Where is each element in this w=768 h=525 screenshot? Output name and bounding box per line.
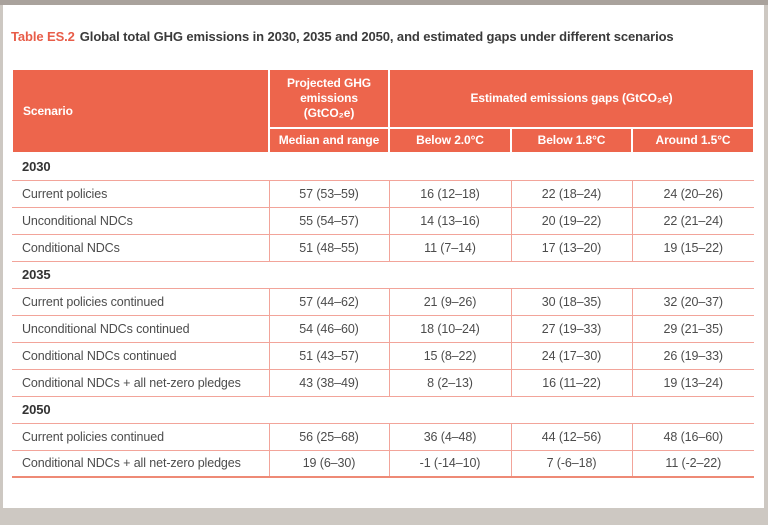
section-year-label: 2035	[12, 261, 755, 289]
scenario-cell: Conditional NDCs continued	[12, 342, 269, 370]
table-row: Unconditional NDCs 55 (54–57) 14 (13–16) 20…	[12, 207, 755, 235]
value-cell: 8 (2–13)	[388, 369, 511, 397]
value-cell: 26 (19–33)	[631, 342, 755, 370]
col-header-projected-emissions: Projected GHG emissions (GtCO₂e)	[268, 68, 390, 129]
value-cell: 18 (10–24)	[388, 315, 511, 343]
value-cell: 24 (20–26)	[631, 180, 755, 208]
table-row: Unconditional NDCs continued 54 (46–60) 18…	[12, 315, 755, 343]
scenario-cell: Conditional NDCs	[12, 234, 269, 262]
value-cell: 55 (54–57)	[268, 207, 389, 235]
value-cell: 24 (17–30)	[510, 342, 632, 370]
value-cell: 48 (16–60)	[631, 423, 755, 451]
scenario-cell: Conditional NDCs + all net-zero pledges	[12, 450, 269, 478]
value-cell: 16 (12–18)	[388, 180, 511, 208]
value-cell: 57 (44–62)	[268, 288, 389, 316]
value-cell: 43 (38–49)	[268, 369, 389, 397]
table-row: Conditional NDCs + all net-zero pledges 1…	[12, 450, 755, 478]
value-cell: 11 (7–14)	[388, 234, 511, 262]
table-row: Conditional NDCs continued 51 (43–57) 15 (…	[12, 342, 755, 370]
col-header-below-2-0: Below 2.0°C	[388, 127, 512, 154]
section-row-2035: 2035	[12, 261, 755, 289]
section-year-label: 2030	[12, 153, 755, 181]
value-cell: -1 (-14–10)	[388, 450, 511, 478]
value-cell: 17 (13–20)	[510, 234, 632, 262]
value-cell: 51 (48–55)	[268, 234, 389, 262]
value-cell: 15 (8–22)	[388, 342, 511, 370]
table-row: Conditional NDCs 51 (48–55) 11 (7–14) 17 (1…	[12, 234, 755, 262]
value-cell: 19 (6–30)	[268, 450, 389, 478]
col-header-median-and-range: Median and range	[268, 127, 390, 154]
value-cell: 20 (19–22)	[510, 207, 632, 235]
scenario-cell: Current policies continued	[12, 288, 269, 316]
table-row: Conditional NDCs + all net-zero pledges 4…	[12, 369, 755, 397]
scenario-cell: Unconditional NDCs continued	[12, 315, 269, 343]
value-cell: 36 (4–48)	[388, 423, 511, 451]
col-header-around-1-5: Around 1.5°C	[630, 127, 756, 154]
report-page: Table ES.2 Global total GHG emissions in …	[3, 5, 764, 508]
value-cell: 27 (19–33)	[510, 315, 632, 343]
table-caption-text: Global total GHG emissions in 2030, 2035…	[79, 29, 674, 44]
value-cell: 19 (13–24)	[631, 369, 755, 397]
value-cell: 32 (20–37)	[631, 288, 755, 316]
section-year-label: 2050	[12, 396, 755, 424]
table-caption: Table ES.2 Global total GHG emissions in …	[11, 29, 756, 44]
value-cell: 14 (13–16)	[388, 207, 511, 235]
table-row: Current policies continued 57 (44–62) 21 (…	[12, 288, 755, 316]
value-cell: 22 (18–24)	[510, 180, 632, 208]
value-cell: 16 (11–22)	[510, 369, 632, 397]
table-row: Current policies continued 56 (25–68) 36 (…	[12, 423, 755, 451]
value-cell: 19 (15–22)	[631, 234, 755, 262]
value-cell: 51 (43–57)	[268, 342, 389, 370]
window-top-edge	[0, 0, 768, 5]
value-cell: 29 (21–35)	[631, 315, 755, 343]
emissions-gap-table: Scenario Projected GHG emissions (GtCO₂e…	[11, 68, 756, 478]
col-header-below-1-8: Below 1.8°C	[510, 127, 633, 154]
value-cell: 56 (25–68)	[268, 423, 389, 451]
section-row-2050: 2050	[12, 396, 755, 424]
table-row: Current policies 57 (53–59) 16 (12–18) 22 (…	[12, 180, 755, 208]
value-cell: 21 (9–26)	[388, 288, 511, 316]
value-cell: 30 (18–35)	[510, 288, 632, 316]
table-number-label: Table ES.2	[11, 29, 75, 44]
scenario-cell: Unconditional NDCs	[12, 207, 269, 235]
scenario-cell: Conditional NDCs + all net-zero pledges	[12, 369, 269, 397]
value-cell: 22 (21–24)	[631, 207, 755, 235]
col-header-estimated-gaps-group: Estimated emissions gaps (GtCO₂e)	[387, 68, 756, 129]
section-row-2030: 2030	[12, 153, 755, 181]
scenario-cell: Current policies continued	[12, 423, 269, 451]
col-header-scenario: Scenario	[11, 68, 270, 154]
table-body: 2030 Current policies 57 (53–59) 16 (12–18)…	[12, 153, 755, 478]
value-cell: 11 (-2–22)	[631, 450, 755, 478]
value-cell: 7 (-6–18)	[510, 450, 632, 478]
table-header: Scenario Projected GHG emissions (GtCO₂e…	[11, 68, 756, 154]
value-cell: 57 (53–59)	[268, 180, 389, 208]
scenario-cell: Current policies	[12, 180, 269, 208]
value-cell: 54 (46–60)	[268, 315, 389, 343]
value-cell: 44 (12–56)	[510, 423, 632, 451]
